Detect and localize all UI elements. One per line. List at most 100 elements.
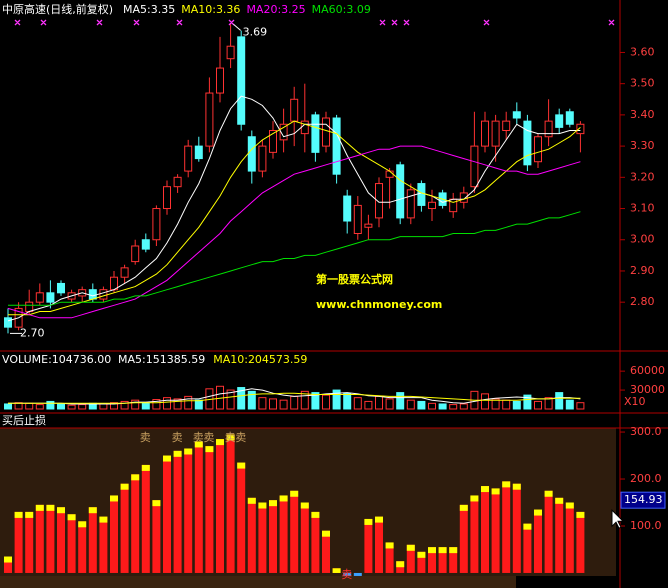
candle-body [216, 67, 224, 94]
stop-bar-cap [14, 511, 23, 518]
candle-body [332, 117, 341, 175]
stop-bar [364, 518, 373, 573]
stop-bar-cap [131, 474, 140, 481]
y-tick-label: 3.10 [630, 202, 655, 215]
legend-entry: MA10:3.36 [181, 3, 240, 16]
stop-bar [502, 481, 511, 573]
volume-bar [502, 399, 511, 410]
candle-body [555, 114, 564, 128]
y-tick-label: 3.20 [630, 170, 655, 183]
stop-bar [247, 497, 256, 573]
volume-bar [25, 402, 34, 410]
stop-bar-cap [205, 446, 214, 453]
stop-bar [406, 544, 415, 573]
stop-bar-cap [364, 518, 373, 525]
volume-bar [247, 390, 256, 410]
candle-body [396, 164, 405, 219]
stop-bar [279, 495, 288, 573]
stop-bar [110, 495, 118, 573]
stop-bar [576, 511, 585, 573]
volume-bar [141, 402, 150, 410]
volume-bar [576, 402, 585, 410]
stop-bar-cap [491, 488, 500, 495]
volume-bar [343, 392, 352, 410]
volume-bar [332, 389, 341, 410]
y-tick-label: 30000 [630, 383, 665, 396]
volume-bar [428, 402, 436, 410]
volume-bar [396, 392, 405, 410]
stop-bar-cap [481, 486, 489, 493]
stop-bar [311, 511, 320, 573]
stop-bar [152, 500, 161, 573]
volume-bar [67, 404, 76, 410]
stop-bar-cap [449, 547, 458, 554]
candle-body [131, 245, 140, 263]
sell-signal: 卖 [172, 431, 183, 444]
candle-body [544, 120, 553, 138]
sell-signal: 卖 [140, 431, 151, 444]
stop-bar [438, 547, 447, 573]
stop-bar-cap [46, 504, 55, 511]
volume-bar [194, 399, 203, 410]
candle-body [99, 289, 108, 300]
y-tick-label: 3.60 [630, 45, 655, 58]
candle-body [184, 145, 193, 172]
candle-body [247, 136, 256, 172]
stop-bar [470, 495, 479, 573]
volume-bar [184, 395, 193, 410]
legend-entry: MA60:3.09 [312, 3, 371, 16]
volume-bar [46, 400, 55, 410]
stop-bar-cap [184, 448, 193, 455]
stop-bar-cap [534, 509, 542, 516]
stop-bar [88, 507, 97, 573]
stop-bar [25, 511, 34, 573]
candle-body [226, 45, 235, 60]
candle-body [565, 111, 574, 125]
stop-bar [417, 551, 426, 573]
y-tick-label: 2.90 [630, 264, 655, 277]
candle-body [512, 111, 521, 119]
cursor [611, 508, 625, 529]
stop-bar-cap [396, 561, 405, 568]
stop-bar [481, 486, 489, 573]
candle-body [194, 145, 203, 160]
stop-bar [173, 450, 182, 573]
y-tick-label: 100.0 [630, 519, 662, 532]
volume-bar [385, 398, 394, 410]
stop-bar-cap [237, 462, 246, 469]
watermark: www.chnmoney.com [316, 298, 442, 311]
watermark: 第一股票公式网 [316, 272, 393, 286]
stop-bar [57, 507, 65, 573]
candle-body [163, 186, 171, 210]
candle-body [279, 123, 288, 141]
volume-bar [290, 395, 299, 410]
volume-bar [449, 404, 458, 410]
stop-bar [78, 521, 87, 573]
stop-bar [385, 542, 394, 573]
candle-body [35, 292, 44, 303]
stop-bar-cap [311, 511, 320, 518]
stop-bar-cap [523, 523, 532, 530]
volume-bar [35, 404, 44, 410]
stop-bar [555, 497, 564, 573]
candle-body [481, 120, 489, 147]
sell-signal: 卖 [235, 431, 246, 444]
stop-bar-cap [417, 551, 426, 558]
volume-ma-line [8, 388, 581, 405]
chart-title: 中原高速(日线,前复权) [2, 2, 113, 16]
stop-bar-cap [459, 504, 468, 511]
stop-bar [14, 511, 23, 573]
stop-bar-cap [385, 542, 394, 549]
candle-body [523, 120, 532, 166]
sell-signal: 卖 [203, 431, 214, 444]
candle-body [502, 120, 511, 131]
candle-body [237, 36, 246, 125]
stop-bar [544, 490, 553, 573]
stop-bar-cap [565, 502, 574, 509]
volume-bar [163, 397, 171, 410]
signal-cross [14, 19, 615, 26]
volume-bar [406, 399, 415, 410]
stop-bar-cap [226, 434, 235, 441]
candle-body [120, 267, 129, 278]
volume-bar [481, 393, 489, 410]
